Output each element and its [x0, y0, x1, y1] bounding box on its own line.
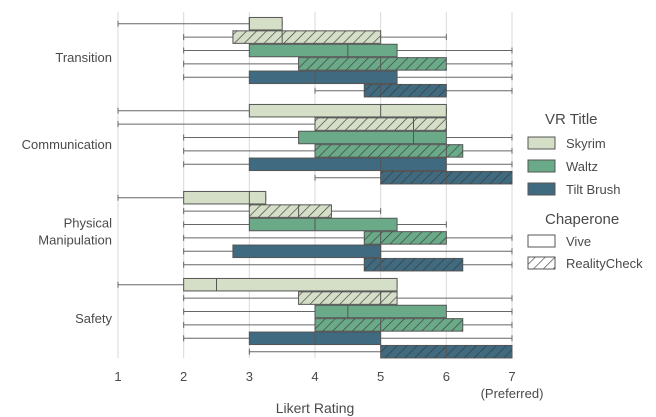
- box-hatch: [232, 30, 381, 44]
- category-label-3: Safety: [75, 311, 112, 326]
- x-tick-note: (Preferred): [481, 386, 544, 401]
- x-tick-label-7: 7: [508, 369, 515, 384]
- box-body: [183, 190, 267, 205]
- box-body: [314, 304, 447, 319]
- box-tilt-brush-realitycheck-3: [248, 344, 513, 359]
- box-waltz-realitycheck-2: [183, 231, 513, 245]
- legend-swatch-waltz: [527, 159, 556, 173]
- legend: VR Title Skyrim Waltz Tilt Brush Chaperone Vi…: [527, 111, 643, 271]
- box-tilt-brush-vive-2: [183, 244, 513, 259]
- x-tick-label-1: 1: [114, 369, 121, 384]
- box-body: [298, 130, 447, 145]
- box-tilt-brush-vive-0: [183, 70, 513, 85]
- box-hatch: [364, 84, 447, 97]
- legend-label-tilt-brush: Tilt Brush: [566, 182, 620, 197]
- legend-swatch-tilt-brush: [527, 182, 556, 196]
- box-skyrim-vive-0: [117, 16, 283, 31]
- box-hatch: [315, 318, 463, 332]
- box-waltz-vive-2: [183, 217, 447, 232]
- box-hatch: [364, 231, 447, 245]
- x-tick-label-4: 4: [311, 369, 318, 384]
- axis-layer: 1 2 3 4 5 6 7 (Preferred) Likert Rating Transitio…: [22, 50, 544, 416]
- box-layer: [117, 16, 513, 359]
- legend-swatch-vive: [527, 234, 556, 248]
- x-tick-label-3: 3: [246, 369, 253, 384]
- box-body: [183, 277, 398, 292]
- legend-title-vr: VR Title: [545, 111, 598, 128]
- box-skyrim-realitycheck-1: [117, 117, 447, 131]
- box-body: [248, 217, 398, 232]
- box-waltz-realitycheck-3: [183, 318, 513, 332]
- box-skyrim-vive-2: [117, 190, 267, 205]
- legend-label-realitycheck: RealityCheck: [566, 256, 643, 271]
- x-axis-title: Likert Rating: [276, 400, 355, 416]
- box-hatch: [298, 57, 447, 71]
- legend-title-chaperone: Chaperone: [545, 211, 619, 228]
- legend-label-skyrim: Skyrim: [566, 136, 606, 151]
- legend-swatch-skyrim: [527, 136, 556, 150]
- box-hatch: [315, 117, 447, 131]
- box-waltz-realitycheck-0: [183, 57, 513, 71]
- box-tilt-brush-vive-1: [183, 157, 513, 172]
- box-hatch: [364, 258, 463, 271]
- box-waltz-vive-1: [183, 130, 513, 145]
- box-hatch: [249, 204, 332, 218]
- box-body: [232, 244, 382, 259]
- box-waltz-realitycheck-1: [183, 144, 513, 158]
- category-label-0: Transition: [55, 50, 112, 65]
- x-tick-label-6: 6: [443, 369, 450, 384]
- x-tick-label-5: 5: [377, 369, 384, 384]
- x-tick-label-2: 2: [180, 369, 187, 384]
- box-skyrim-realitycheck-2: [183, 204, 382, 218]
- box-body: [248, 103, 447, 118]
- box-skyrim-realitycheck-3: [183, 291, 513, 305]
- box-tilt-brush-realitycheck-0: [314, 83, 513, 98]
- box-body: [248, 43, 398, 58]
- box-hatch: [298, 291, 398, 305]
- box-body: [248, 16, 283, 31]
- box-tilt-brush-vive-3: [183, 331, 513, 346]
- legend-swatch-hatch: [527, 256, 556, 270]
- box-body: [248, 157, 447, 172]
- legend-label-waltz: Waltz: [566, 159, 598, 174]
- box-skyrim-vive-1: [117, 103, 447, 118]
- box-hatch: [315, 144, 463, 158]
- box-skyrim-vive-3: [117, 277, 398, 292]
- box-waltz-vive-0: [183, 43, 513, 58]
- legend-label-vive: Vive: [566, 234, 591, 249]
- category-label-2: Physical Manipulation: [38, 216, 112, 248]
- box-skyrim-realitycheck-0: [183, 30, 447, 44]
- box-body: [248, 70, 398, 85]
- box-tilt-brush-realitycheck-2: [183, 257, 513, 272]
- category-label-1: Communication: [22, 137, 112, 152]
- box-tilt-brush-realitycheck-1: [314, 170, 513, 185]
- box-waltz-vive-3: [183, 304, 513, 319]
